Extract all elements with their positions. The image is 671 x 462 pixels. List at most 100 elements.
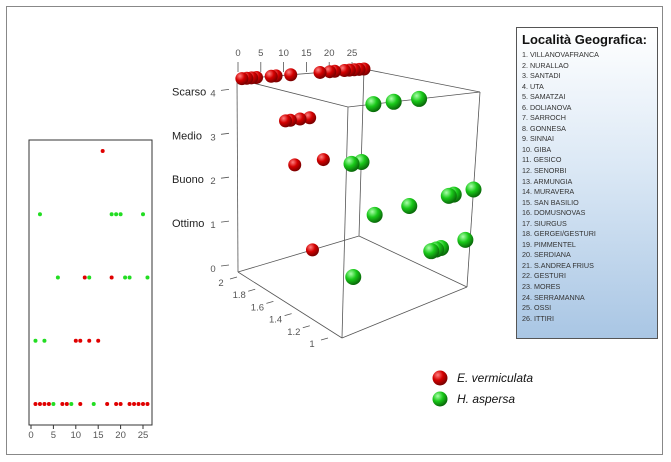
data-point: [51, 402, 56, 406]
data-sphere: [465, 181, 482, 198]
z-category-label: Medio: [172, 130, 202, 142]
data-sphere: [313, 65, 327, 79]
data-point: [127, 275, 132, 280]
data-point: [123, 275, 128, 280]
data-point: [105, 402, 110, 406]
z-category-label: Ottimo: [172, 218, 204, 230]
z-tick: [220, 264, 230, 267]
x-tick-label: 10: [71, 430, 82, 441]
data-point: [37, 212, 42, 217]
locality-legend-item: 7. SARROCH: [522, 113, 566, 123]
locality-legend-item: 1. VILLANOVAFRANCA: [522, 50, 599, 59]
scatter-2d-plot: 0 5 10 15 20 25: [28, 139, 153, 441]
locality-legend-item: 19. PIMMENTEL: [522, 239, 576, 249]
data-sphere: [457, 231, 474, 248]
data-sphere: [293, 112, 307, 126]
locality-legend-item: 18. GERGEI/GESTURI: [522, 229, 596, 239]
data-sphere: [303, 111, 317, 125]
locality-legend-item: 16. DOMUSNOVAS: [522, 208, 586, 218]
data-point: [87, 275, 92, 280]
y-tick: [320, 337, 329, 341]
locality-legend-item: 13. ARMUNGIA: [522, 176, 573, 186]
box-edge: [237, 271, 343, 339]
data-sphere: [423, 243, 440, 260]
data-point: [109, 275, 114, 280]
locality-legend-item: 4. UTA: [522, 81, 544, 91]
data-point: [33, 402, 38, 406]
locality-legend-item: 5. SAMATZAI: [522, 92, 566, 102]
data-point: [114, 212, 119, 217]
locality-legend-item: 2. NURALLAO: [522, 60, 569, 70]
locality-legend-item: 12. SENORBI: [522, 166, 567, 176]
y-tick: [302, 325, 310, 329]
data-sphere: [305, 243, 319, 257]
z-tick-label: 4: [210, 88, 215, 99]
locality-legend-item: 20. SERDIANA: [522, 250, 571, 260]
data-sphere: [235, 72, 249, 86]
data-point: [118, 212, 123, 217]
data-sphere: [440, 187, 457, 204]
data-sphere: [316, 153, 330, 167]
x-tick-label: 10: [278, 48, 289, 59]
data-point: [114, 402, 119, 406]
z-category-label: Buono: [172, 174, 204, 186]
data-sphere: [288, 158, 302, 172]
box-edge: [341, 286, 468, 339]
data-sphere: [337, 64, 351, 78]
data-point: [69, 402, 74, 406]
data-sphere: [411, 90, 428, 107]
data-sphere: [366, 206, 383, 223]
box-edge: [237, 235, 360, 273]
y-tick-label: 1: [309, 339, 314, 350]
locality-legend-item: 23. MORES: [522, 282, 561, 292]
x-tick-label: 25: [138, 430, 149, 441]
data-sphere: [343, 155, 360, 172]
box-edge: [341, 106, 349, 339]
z-tick: [220, 220, 230, 223]
x-tick-label: 5: [258, 48, 263, 59]
z-tick-label: 3: [210, 132, 215, 143]
locality-legend-item: 10. GIBA: [522, 144, 552, 154]
x-tick-label: 25: [347, 48, 358, 59]
locality-legend-item: 26. ITTIRI: [522, 313, 554, 323]
data-point: [87, 338, 92, 343]
x-tick-label: 20: [115, 430, 126, 441]
z-tick: [220, 132, 230, 135]
data-point: [145, 275, 150, 280]
species-legend-label: E. vermiculata: [457, 371, 534, 385]
locality-legend-item: 6. DOLIANOVA: [522, 102, 572, 112]
locality-legend-item: 17. SIURGUS: [522, 218, 567, 228]
data-point: [127, 402, 132, 406]
data-point: [37, 402, 42, 406]
data-point: [109, 212, 114, 217]
figure-frame: [6, 6, 663, 455]
locality-legend-item: 8. GONNESA: [522, 123, 566, 133]
box-edge: [236, 78, 239, 273]
data-point: [78, 338, 83, 343]
data-point: [82, 275, 87, 280]
data-point: [73, 338, 78, 343]
data-point: [145, 402, 150, 406]
data-sphere: [401, 198, 418, 214]
locality-legend: Località Geografica: 1. VILLANOVAFRANCA 2…: [516, 27, 658, 339]
data-sphere: [323, 65, 337, 79]
data-point: [78, 402, 83, 406]
y-tick: [248, 288, 256, 292]
z-tick-label: 2: [210, 176, 215, 187]
locality-legend-item: 24. SERRAMANNA: [522, 292, 585, 302]
box-edge: [358, 235, 468, 288]
y-tick-label: 1.2: [287, 327, 300, 338]
plot-area-border: [28, 139, 153, 426]
x-tick-label: 15: [93, 430, 104, 441]
locality-legend-item: 14. MURAVERA: [522, 187, 575, 197]
x-tick-label: 15: [301, 48, 312, 59]
z-tick-label: 0: [210, 264, 215, 275]
data-point: [141, 402, 145, 406]
x-tick-label: 20: [324, 48, 335, 59]
data-sphere: [279, 114, 293, 128]
y-tick-label: 1.6: [251, 302, 264, 313]
locality-legend-title: Località Geografica:: [522, 32, 647, 47]
y-tick-label: 1.8: [233, 290, 246, 301]
